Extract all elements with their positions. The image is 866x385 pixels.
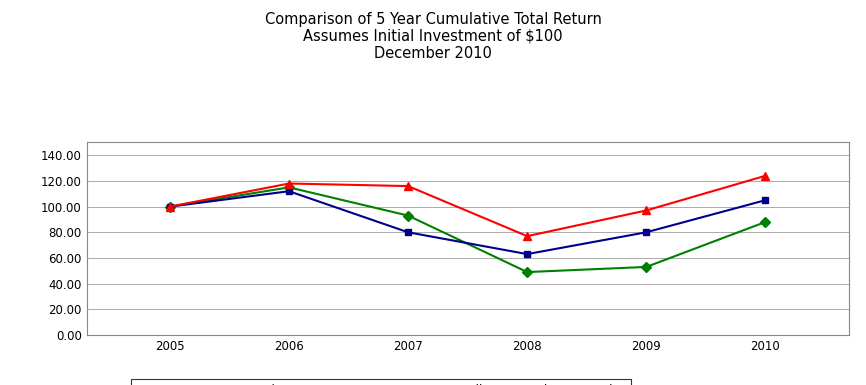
Peer Group [522, 252, 533, 256]
Peer Group [165, 204, 175, 209]
Peer Group [641, 230, 651, 234]
Russell 2000 Total Return Index [403, 184, 413, 188]
Denny's Corporation [641, 264, 651, 269]
Text: Comparison of 5 Year Cumulative Total Return
Assumes Initial Investment of $100
: Comparison of 5 Year Cumulative Total Re… [264, 12, 602, 61]
Denny's Corporation [165, 204, 175, 209]
Russell 2000 Total Return Index [284, 181, 294, 186]
Peer Group [403, 230, 413, 234]
Peer Group [284, 189, 294, 194]
Legend: Denny's Corporation, Peer Group, Russell 2000 Total Return Index: Denny's Corporation, Peer Group, Russell… [131, 379, 631, 385]
Line: Russell 2000 Total Return Index: Russell 2000 Total Return Index [165, 172, 770, 240]
Russell 2000 Total Return Index [760, 174, 771, 178]
Line: Denny's Corporation: Denny's Corporation [166, 184, 769, 276]
Denny's Corporation [760, 220, 771, 224]
Line: Peer Group: Peer Group [166, 188, 769, 258]
Russell 2000 Total Return Index [641, 208, 651, 213]
Russell 2000 Total Return Index [165, 204, 175, 209]
Denny's Corporation [284, 185, 294, 190]
Denny's Corporation [522, 270, 533, 275]
Russell 2000 Total Return Index [522, 234, 533, 238]
Denny's Corporation [403, 213, 413, 218]
Peer Group [760, 198, 771, 203]
